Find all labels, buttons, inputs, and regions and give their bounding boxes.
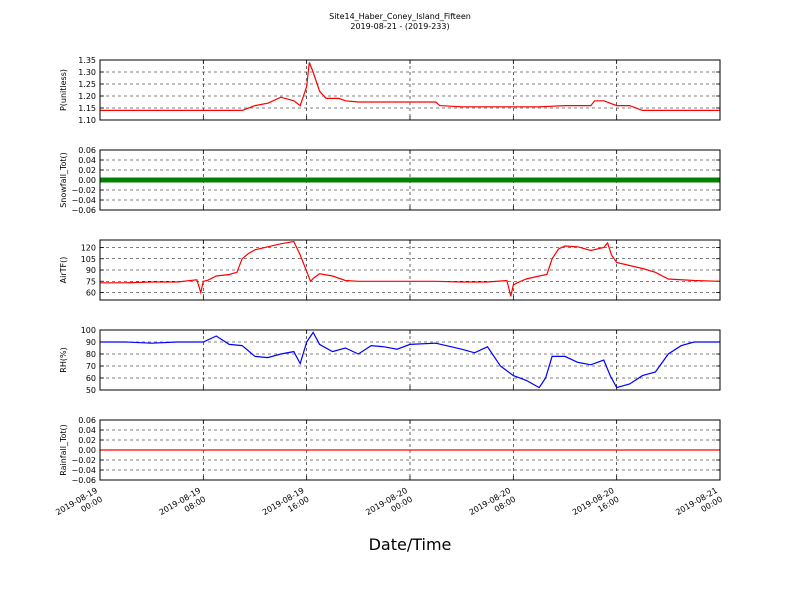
y-axis-label: RH(%) [59,347,68,372]
axes-frame [99,419,721,481]
y-tick-label: −0.02 [71,186,96,195]
x-tick-label: 2019-08-2000:00 [364,486,414,526]
y-tick-label: 0.06 [78,146,96,155]
x-tick-label-text: 2019-08-2016:00 [571,486,621,526]
x-tick-label-text: 2019-08-1900:00 [54,486,104,526]
x-tick-label: 2019-08-1908:00 [158,486,208,526]
y-tick-label: 60 [86,289,96,298]
y-tick-label: −0.02 [71,456,96,465]
panel-5: −0.06−0.04−0.020.000.020.040.06 Rainfall_… [59,416,721,485]
y-tick-label: −0.06 [71,206,96,215]
y-tick-label: 0.04 [78,426,96,435]
x-tick-label-text: 2019-08-2100:00 [674,486,724,526]
panel-2: −0.06−0.04−0.020.000.020.040.06 Snowfall_… [59,146,721,215]
x-tick-label: 2019-08-2100:00 [674,486,724,526]
y-tick-label: 75 [86,277,96,286]
series-line [100,331,720,389]
chart-subtitle: 2019-08-21 - (2019-233) [350,22,449,31]
y-tick-label: 50 [86,386,96,395]
y-tick-label: −0.04 [71,466,96,475]
y-tick-label: −0.06 [71,476,96,485]
axes-frame [99,239,721,301]
series-line [100,240,721,297]
y-axis-label: P(unitless) [59,69,68,111]
x-tick-label: 2019-08-1900:00 [54,486,104,526]
x-tick-label-text: 2019-08-2000:00 [364,486,414,526]
axes-frame [99,329,721,391]
y-tick-label: 100 [81,326,96,335]
y-tick-label: 1.20 [78,92,96,101]
x-tick-label-text: 2019-08-1908:00 [158,486,208,526]
y-axis-label: AirTF() [59,257,68,284]
y-tick-label: 0.00 [78,446,96,455]
y-tick-label: 1.25 [78,80,96,89]
chart-title: Site14_Haber_Coney_Island_Fifteen [329,12,471,21]
series-line [100,62,720,112]
y-tick-label: 1.30 [78,68,96,77]
y-tick-label: 90 [86,266,96,275]
y-tick-label: −0.04 [71,196,96,205]
y-tick-label: 1.10 [78,116,96,125]
panel-1: 1.10 1.15 1.20 1.25 1.30 1.35 P(unitless) [59,56,721,125]
x-tick-label-text: 2019-08-1916:00 [261,486,311,526]
y-tick-label: 0.02 [78,436,96,445]
y-tick-label: 1.15 [78,104,96,113]
y-tick-label: 0.06 [78,416,96,425]
panel-4: 50 60 70 80 90 100 RH(%) [59,326,721,395]
y-tick-label: 1.35 [78,56,96,65]
x-tick-label: 2019-08-1916:00 [261,486,311,526]
panel-3: 60 75 90 105 120 AirTF() [59,239,721,301]
y-tick-label: 0.04 [78,156,96,165]
y-axis-label: Snowfall_Tot() [59,152,68,208]
y-tick-label: 120 [81,244,96,253]
y-tick-label: 105 [81,255,96,264]
axes-frame [99,59,721,121]
y-axis-label: Rainfall_Tot() [59,424,68,476]
x-tick-label-text: 2019-08-2008:00 [468,486,518,526]
y-tick-label: 0.00 [78,176,96,185]
y-tick-label: 90 [86,338,96,347]
axes-frame [99,149,721,211]
y-tick-label: 80 [86,350,96,359]
x-tick-label: 2019-08-2016:00 [571,486,621,526]
x-tick-label: 2019-08-2008:00 [468,486,518,526]
y-tick-label: 70 [86,362,96,371]
x-axis-label: Date/Time [369,535,452,554]
y-tick-label: 0.02 [78,166,96,175]
y-tick-label: 60 [86,374,96,383]
